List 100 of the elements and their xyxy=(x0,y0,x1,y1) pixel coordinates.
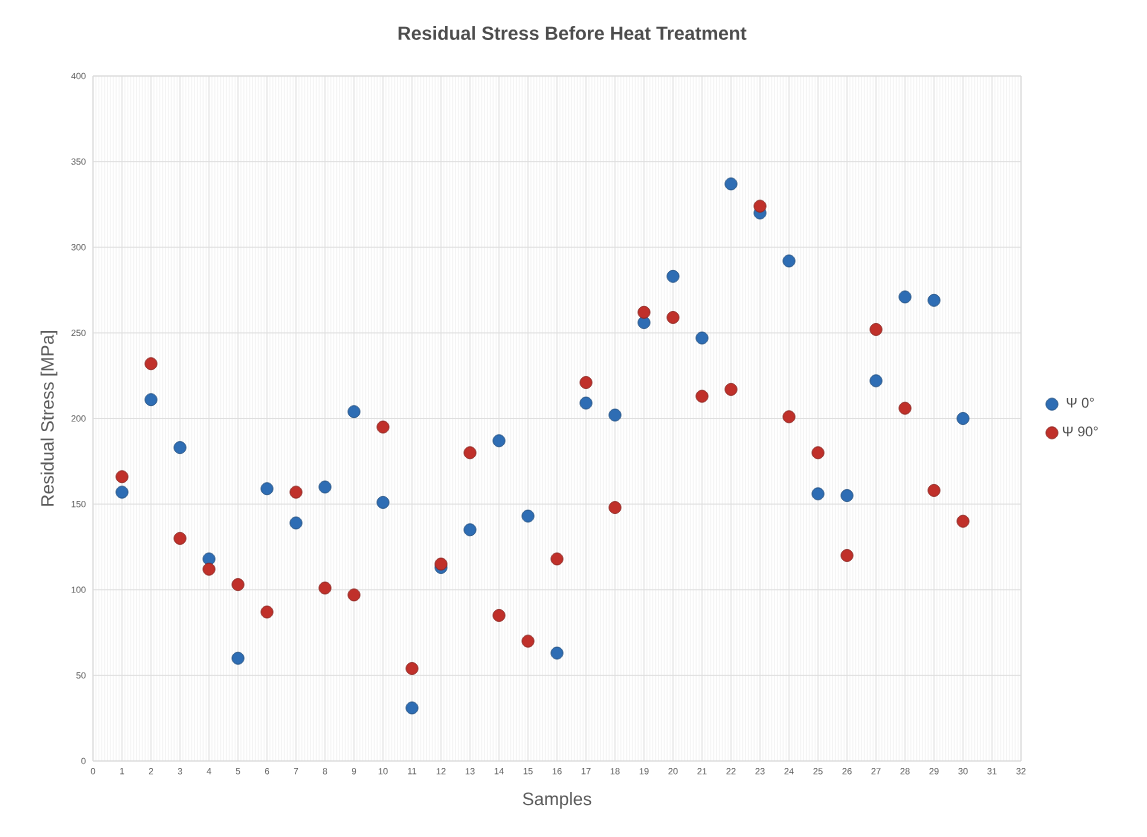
x-tick-label: 8 xyxy=(322,768,328,775)
x-tick-label: 4 xyxy=(206,768,212,775)
point xyxy=(695,331,709,345)
point xyxy=(695,389,709,403)
x-tick-label: 1 xyxy=(120,768,125,775)
point xyxy=(115,470,129,484)
point xyxy=(260,605,274,619)
x-tick-label: 26 xyxy=(842,768,852,775)
y-axis-title: Residual Stress [MPa] xyxy=(40,331,58,506)
point xyxy=(173,531,187,545)
point xyxy=(724,177,738,191)
x-tick-label: 22 xyxy=(726,768,736,775)
x-tick-label: 18 xyxy=(610,768,620,775)
x-tick-label: 19 xyxy=(639,768,649,775)
point xyxy=(202,562,216,576)
point xyxy=(173,441,187,455)
x-tick-label: 25 xyxy=(813,768,823,775)
point xyxy=(521,634,535,648)
x-tick-label: 14 xyxy=(494,768,504,775)
x-axis-title: Samples xyxy=(522,792,592,809)
x-tick-label: 15 xyxy=(523,768,533,775)
chart-title: Residual Stress Before Heat Treatment xyxy=(398,26,747,40)
point xyxy=(318,581,332,595)
y-tick-label: 350 xyxy=(71,158,86,165)
point xyxy=(347,405,361,419)
point xyxy=(376,496,390,509)
point xyxy=(463,446,477,460)
point xyxy=(550,552,564,566)
y-tick-label: 300 xyxy=(71,244,86,251)
x-tick-label: 2 xyxy=(148,768,154,775)
point xyxy=(144,357,158,371)
x-tick-label: 6 xyxy=(264,768,270,775)
x-tick-label: 0 xyxy=(90,768,96,775)
point xyxy=(550,646,564,660)
point xyxy=(144,393,158,407)
point xyxy=(666,269,680,283)
x-tick-label: 27 xyxy=(871,768,881,775)
point xyxy=(956,412,970,425)
point xyxy=(608,408,622,422)
point xyxy=(579,376,593,389)
point xyxy=(840,489,854,502)
x-tick-label: 7 xyxy=(293,768,299,775)
point xyxy=(202,552,216,566)
point xyxy=(463,523,477,537)
point xyxy=(666,311,680,324)
point xyxy=(840,549,854,562)
x-tick-label: 11 xyxy=(408,768,417,775)
point xyxy=(782,254,796,268)
y-tick-label: 200 xyxy=(71,415,86,422)
point xyxy=(927,484,941,497)
x-tick-label: 28 xyxy=(900,768,910,775)
x-tick-label: 10 xyxy=(378,768,388,775)
point xyxy=(434,557,448,571)
x-tick-label: 17 xyxy=(581,768,591,775)
x-tick-label: 13 xyxy=(465,768,475,775)
point xyxy=(289,516,303,530)
x-tick-label: 21 xyxy=(697,768,707,775)
point xyxy=(753,199,767,213)
legend-label: Ψ 90° xyxy=(1062,426,1098,437)
point xyxy=(521,509,535,523)
x-tick-label: 23 xyxy=(755,768,765,775)
point xyxy=(927,293,941,307)
x-tick-label: 31 xyxy=(987,768,997,775)
legend-label: Ψ 0° xyxy=(1066,397,1094,408)
point xyxy=(724,382,738,396)
point xyxy=(637,316,651,329)
point xyxy=(811,446,825,460)
point xyxy=(231,578,245,592)
point xyxy=(492,609,506,622)
point xyxy=(956,514,970,528)
point xyxy=(811,487,825,501)
point xyxy=(231,651,245,665)
y-tick-label: 150 xyxy=(71,500,86,508)
point xyxy=(347,588,361,602)
point xyxy=(869,323,883,336)
y-tick-label: 50 xyxy=(76,672,86,679)
x-tick-label: 3 xyxy=(177,768,183,775)
x-tick-label: 24 xyxy=(784,768,794,775)
point xyxy=(115,485,129,499)
x-tick-label: 5 xyxy=(235,768,241,775)
y-tick-label: 400 xyxy=(71,72,86,80)
point xyxy=(405,662,419,675)
point xyxy=(579,396,593,410)
y-tick-label: 0 xyxy=(81,757,86,765)
x-tick-label: 20 xyxy=(668,768,678,775)
point xyxy=(898,290,912,304)
x-tick-label: 12 xyxy=(436,768,446,775)
point xyxy=(318,480,332,494)
point xyxy=(492,434,506,448)
x-tick-label: 9 xyxy=(351,768,357,775)
point xyxy=(782,410,796,424)
x-tick-label: 32 xyxy=(1016,768,1026,775)
point xyxy=(608,501,622,514)
point xyxy=(869,374,883,388)
point xyxy=(898,401,912,415)
x-tick-label: 29 xyxy=(929,768,939,775)
x-tick-label: 30 xyxy=(958,768,968,775)
point xyxy=(637,305,651,319)
x-tick-label: 16 xyxy=(552,768,562,775)
point xyxy=(260,482,274,496)
